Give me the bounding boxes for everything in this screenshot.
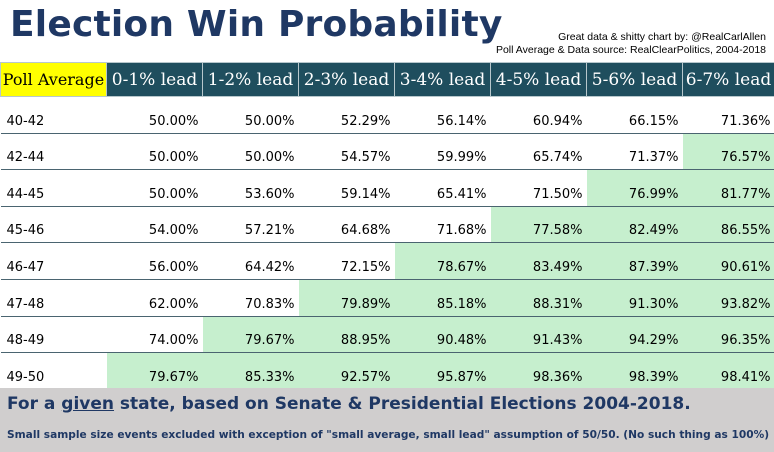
row-label: 44-45: [0, 169, 107, 207]
probability-cell: 71.50%: [490, 169, 587, 207]
table-body: 40-42 50.00% 50.00% 52.29% 56.14% 60.94% 66.15…: [0, 96, 774, 390]
probability-cell: 98.41%: [682, 352, 774, 390]
probability-cell: 70.83%: [202, 279, 299, 317]
probability-cell: 82.49%: [586, 206, 683, 244]
table-row: 40-42 50.00% 50.00% 52.29% 56.14% 60.94% 66.15…: [0, 96, 774, 134]
probability-cell: 93.82%: [682, 279, 774, 317]
probability-cell: 76.57%: [682, 133, 774, 171]
probability-cell: 71.36%: [682, 96, 774, 134]
column-header: 0-1% lead: [106, 62, 203, 97]
probability-cell: 98.36%: [490, 352, 587, 390]
probability-cell: 64.68%: [298, 206, 395, 244]
poll-average-header: Poll Average: [0, 62, 107, 97]
table-row: 42-44 50.00% 50.00% 54.57% 59.99% 65.74% 71.37…: [0, 133, 774, 171]
credit-line-author: Great data & shitty chart by: @RealCarlA…: [558, 31, 766, 43]
column-header: 3-4% lead: [394, 62, 491, 97]
probability-cell: 90.61%: [682, 242, 774, 280]
footer-main-text: For a given state, based on Senate & Pre…: [7, 394, 691, 414]
probability-cell: 90.48%: [394, 316, 491, 354]
column-header: 6-7% lead: [682, 62, 774, 97]
header-row: Poll Average 0-1% lead 1-2% lead 2-3% lead…: [0, 62, 774, 97]
probability-cell: 81.77%: [682, 169, 774, 207]
probability-cell: 92.57%: [298, 352, 395, 390]
probability-cell: 71.68%: [394, 206, 491, 244]
probability-cell: 85.33%: [202, 352, 299, 390]
probability-cell: 50.00%: [106, 169, 203, 207]
probability-cell: 54.00%: [106, 206, 203, 244]
table-row: 45-46 54.00% 57.21% 64.68% 71.68% 77.58% 82.49…: [0, 206, 774, 244]
probability-cell: 78.67%: [394, 242, 491, 280]
table-row: 46-47 56.00% 64.42% 72.15% 78.67% 83.49% 87.39…: [0, 242, 774, 280]
table-row: 44-45 50.00% 53.60% 59.14% 65.41% 71.50% 76.99…: [0, 169, 774, 207]
probability-cell: 66.15%: [586, 96, 683, 134]
footer: For a given state, based on Senate & Pre…: [0, 388, 774, 452]
probability-cell: 79.67%: [106, 352, 203, 390]
probability-cell: 60.94%: [490, 96, 587, 134]
footer-main-underlined: given: [61, 394, 115, 414]
probability-cell: 64.42%: [202, 242, 299, 280]
probability-cell: 62.00%: [106, 279, 203, 317]
probability-cell: 50.00%: [202, 133, 299, 171]
row-label: 40-42: [0, 96, 107, 134]
table-row: 48-49 74.00% 79.67% 88.95% 90.48% 91.43% 94.29…: [0, 316, 774, 354]
probability-cell: 77.58%: [490, 206, 587, 244]
row-label: 46-47: [0, 242, 107, 280]
probability-cell: 56.00%: [106, 242, 203, 280]
probability-cell: 72.15%: [298, 242, 395, 280]
probability-cell: 98.39%: [586, 352, 683, 390]
table-row: 49-50 79.67% 85.33% 92.57% 95.87% 98.36% 98.39…: [0, 352, 774, 390]
probability-cell: 59.99%: [394, 133, 491, 171]
probability-cell: 91.30%: [586, 279, 683, 317]
row-label: 49-50: [0, 352, 107, 390]
probability-cell: 95.87%: [394, 352, 491, 390]
probability-cell: 94.29%: [586, 316, 683, 354]
probability-cell: 85.18%: [394, 279, 491, 317]
probability-table: Poll Average 0-1% lead 1-2% lead 2-3% lead…: [0, 62, 774, 390]
probability-cell: 88.95%: [298, 316, 395, 354]
probability-cell: 96.35%: [682, 316, 774, 354]
probability-cell: 79.67%: [202, 316, 299, 354]
probability-cell: 76.99%: [586, 169, 683, 207]
probability-cell: 71.37%: [586, 133, 683, 171]
column-header: 1-2% lead: [202, 62, 299, 97]
probability-cell: 86.55%: [682, 206, 774, 244]
credit-line-source: Poll Average & Data source: RealClearPol…: [495, 44, 766, 56]
probability-cell: 50.00%: [202, 96, 299, 134]
footer-main-suffix: state, based on Senate & Presidential El…: [114, 394, 691, 414]
probability-cell: 59.14%: [298, 169, 395, 207]
row-label: 48-49: [0, 316, 107, 354]
probability-cell: 65.74%: [490, 133, 587, 171]
probability-cell: 57.21%: [202, 206, 299, 244]
table-row: 47-48 62.00% 70.83% 79.89% 85.18% 88.31% 91.30…: [0, 279, 774, 317]
footer-note: Small sample size events excluded with e…: [7, 429, 770, 441]
probability-cell: 87.39%: [586, 242, 683, 280]
column-header: 2-3% lead: [298, 62, 395, 97]
credit-block: Great data & shitty chart by: @RealCarlA…: [476, 31, 766, 57]
column-header: 5-6% lead: [586, 62, 683, 97]
probability-cell: 65.41%: [394, 169, 491, 207]
footer-main-prefix: For a: [7, 394, 62, 414]
probability-cell: 91.43%: [490, 316, 587, 354]
row-label: 42-44: [0, 133, 107, 171]
probability-cell: 56.14%: [394, 96, 491, 134]
probability-cell: 50.00%: [106, 96, 203, 134]
probability-cell: 88.31%: [490, 279, 587, 317]
column-header: 4-5% lead: [490, 62, 587, 97]
probability-cell: 50.00%: [106, 133, 203, 171]
probability-cell: 79.89%: [298, 279, 395, 317]
row-label: 45-46: [0, 206, 107, 244]
probability-cell: 74.00%: [106, 316, 203, 354]
probability-cell: 83.49%: [490, 242, 587, 280]
probability-cell: 52.29%: [298, 96, 395, 134]
row-label: 47-48: [0, 279, 107, 317]
probability-cell: 54.57%: [298, 133, 395, 171]
probability-cell: 53.60%: [202, 169, 299, 207]
chart-title: Election Win Probability: [10, 4, 503, 45]
